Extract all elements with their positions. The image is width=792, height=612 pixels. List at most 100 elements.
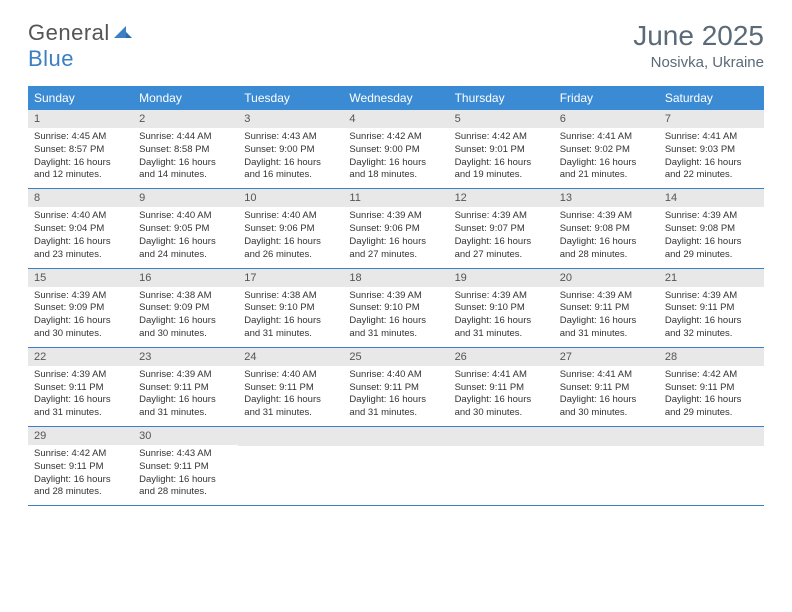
empty-day-cell [343,427,448,505]
sunset-text: Sunset: 9:11 PM [34,461,127,474]
day-number: 6 [554,110,659,128]
day-details: Sunrise: 4:41 AMSunset: 9:03 PMDaylight:… [659,128,764,188]
day-cell: 29Sunrise: 4:42 AMSunset: 9:11 PMDayligh… [28,427,133,505]
day-cell: 25Sunrise: 4:40 AMSunset: 9:11 PMDayligh… [343,348,448,426]
day-cell: 8Sunrise: 4:40 AMSunset: 9:04 PMDaylight… [28,189,133,267]
weekday-header: Sunday [28,86,133,110]
day-details: Sunrise: 4:39 AMSunset: 9:07 PMDaylight:… [449,207,554,267]
day-cell: 5Sunrise: 4:42 AMSunset: 9:01 PMDaylight… [449,110,554,188]
day-details: Sunrise: 4:43 AMSunset: 9:11 PMDaylight:… [133,445,238,505]
daylight-text: Daylight: 16 hours and 31 minutes. [34,394,127,420]
weeks-container: 1Sunrise: 4:45 AMSunset: 8:57 PMDaylight… [28,110,764,506]
day-number: 4 [343,110,448,128]
day-number: 17 [238,269,343,287]
day-details: Sunrise: 4:39 AMSunset: 9:11 PMDaylight:… [133,366,238,426]
day-details: Sunrise: 4:42 AMSunset: 9:11 PMDaylight:… [659,366,764,426]
day-details: Sunrise: 4:41 AMSunset: 9:11 PMDaylight:… [554,366,659,426]
daylight-text: Daylight: 16 hours and 31 minutes. [139,394,232,420]
day-details: Sunrise: 4:45 AMSunset: 8:57 PMDaylight:… [28,128,133,188]
day-number: 19 [449,269,554,287]
day-cell: 9Sunrise: 4:40 AMSunset: 9:05 PMDaylight… [133,189,238,267]
daylight-text: Daylight: 16 hours and 31 minutes. [455,315,548,341]
sunrise-text: Sunrise: 4:39 AM [560,290,653,303]
sunrise-text: Sunrise: 4:42 AM [349,131,442,144]
day-details: Sunrise: 4:38 AMSunset: 9:10 PMDaylight:… [238,287,343,347]
sunset-text: Sunset: 9:11 PM [560,382,653,395]
daylight-text: Daylight: 16 hours and 24 minutes. [139,236,232,262]
day-cell: 23Sunrise: 4:39 AMSunset: 9:11 PMDayligh… [133,348,238,426]
day-cell: 4Sunrise: 4:42 AMSunset: 9:00 PMDaylight… [343,110,448,188]
daylight-text: Daylight: 16 hours and 30 minutes. [139,315,232,341]
weekday-header: Tuesday [238,86,343,110]
sunrise-text: Sunrise: 4:41 AM [455,369,548,382]
daylight-text: Daylight: 16 hours and 31 minutes. [560,315,653,341]
sunrise-text: Sunrise: 4:39 AM [34,290,127,303]
sunset-text: Sunset: 9:09 PM [34,302,127,315]
sunset-text: Sunset: 9:01 PM [455,144,548,157]
day-cell: 22Sunrise: 4:39 AMSunset: 9:11 PMDayligh… [28,348,133,426]
sunset-text: Sunset: 9:11 PM [455,382,548,395]
day-number: 22 [28,348,133,366]
day-cell: 19Sunrise: 4:39 AMSunset: 9:10 PMDayligh… [449,269,554,347]
day-number: 10 [238,189,343,207]
sunset-text: Sunset: 9:06 PM [349,223,442,236]
daylight-text: Daylight: 16 hours and 31 minutes. [244,315,337,341]
daylight-text: Daylight: 16 hours and 21 minutes. [560,157,653,183]
day-number: 7 [659,110,764,128]
day-cell: 11 Sunrise: 4:39 AMSunset: 9:06 PMDayligh… [343,189,448,267]
day-details: Sunrise: 4:39 AMSunset: 9:11 PMDaylight:… [554,287,659,347]
daylight-text: Daylight: 16 hours and 29 minutes. [665,394,758,420]
sunrise-text: Sunrise: 4:39 AM [349,210,442,223]
sunrise-text: Sunrise: 4:39 AM [560,210,653,223]
sunset-text: Sunset: 9:11 PM [244,382,337,395]
sunset-text: Sunset: 9:00 PM [244,144,337,157]
week-row: 15Sunrise: 4:39 AMSunset: 9:09 PMDayligh… [28,269,764,348]
day-number: 13 [554,189,659,207]
daylight-text: Daylight: 16 hours and 27 minutes. [455,236,548,262]
day-details: Sunrise: 4:41 AMSunset: 9:11 PMDaylight:… [449,366,554,426]
sunrise-text: Sunrise: 4:42 AM [34,448,127,461]
day-number: 29 [28,427,133,445]
day-cell: 21Sunrise: 4:39 AMSunset: 9:11 PMDayligh… [659,269,764,347]
day-details: Sunrise: 4:39 AMSunset: 9:11 PMDaylight:… [28,366,133,426]
day-number: 1 [28,110,133,128]
sunrise-text: Sunrise: 4:38 AM [139,290,232,303]
sunset-text: Sunset: 9:06 PM [244,223,337,236]
day-cell: 13Sunrise: 4:39 AMSunset: 9:08 PMDayligh… [554,189,659,267]
sunrise-text: Sunrise: 4:42 AM [455,131,548,144]
sunset-text: Sunset: 8:57 PM [34,144,127,157]
day-cell: 16Sunrise: 4:38 AMSunset: 9:09 PMDayligh… [133,269,238,347]
day-details: Sunrise: 4:40 AMSunset: 9:04 PMDaylight:… [28,207,133,267]
day-details: Sunrise: 4:42 AMSunset: 9:01 PMDaylight:… [449,128,554,188]
empty-bar [659,427,764,446]
sunset-text: Sunset: 9:03 PM [665,144,758,157]
day-cell: 6Sunrise: 4:41 AMSunset: 9:02 PMDaylight… [554,110,659,188]
day-cell: 20Sunrise: 4:39 AMSunset: 9:11 PMDayligh… [554,269,659,347]
day-cell: 10 Sunrise: 4:40 AMSunset: 9:06 PMDayligh… [238,189,343,267]
sunset-text: Sunset: 9:11 PM [34,382,127,395]
empty-bar [343,427,448,446]
daylight-text: Daylight: 16 hours and 28 minutes. [139,474,232,500]
sunrise-text: Sunrise: 4:39 AM [455,290,548,303]
calendar-page: GeneralBlue June 2025 Nosivka, Ukraine S… [0,0,792,526]
day-number: 11 [343,189,448,207]
weekday-header: Friday [554,86,659,110]
weekday-header-row: Sunday Monday Tuesday Wednesday Thursday… [28,86,764,110]
daylight-text: Daylight: 16 hours and 27 minutes. [349,236,442,262]
sunrise-text: Sunrise: 4:43 AM [244,131,337,144]
daylight-text: Daylight: 16 hours and 26 minutes. [244,236,337,262]
day-number: 21 [659,269,764,287]
sunset-text: Sunset: 9:08 PM [560,223,653,236]
day-details: Sunrise: 4:39 AMSunset: 9:11 PMDaylight:… [659,287,764,347]
sunrise-text: Sunrise: 4:39 AM [665,210,758,223]
sunrise-text: Sunrise: 4:41 AM [560,369,653,382]
day-details: Sunrise: 4:39 AMSunset: 9:10 PMDaylight:… [449,287,554,347]
title-block: June 2025 Nosivka, Ukraine [633,20,764,71]
empty-bar [449,427,554,446]
day-cell: 27Sunrise: 4:41 AMSunset: 9:11 PMDayligh… [554,348,659,426]
day-cell: 3Sunrise: 4:43 AMSunset: 9:00 PMDaylight… [238,110,343,188]
day-number: 3 [238,110,343,128]
day-number: 15 [28,269,133,287]
week-row: 1Sunrise: 4:45 AMSunset: 8:57 PMDaylight… [28,110,764,189]
sunrise-text: Sunrise: 4:40 AM [244,210,337,223]
